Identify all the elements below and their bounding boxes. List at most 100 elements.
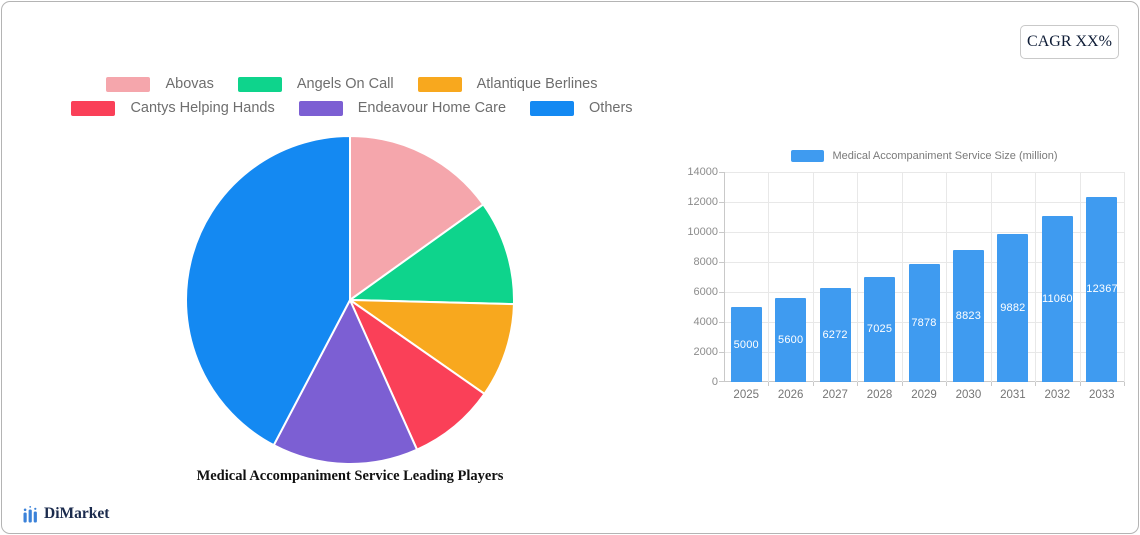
- legend-swatch-cantys-helping-hands: [71, 100, 116, 116]
- pie-slice-angels-on-call[interactable]: [349, 203, 515, 306]
- bar-2028[interactable]: 7025: [864, 276, 896, 382]
- x-tick-label-2029: 2029: [911, 389, 937, 401]
- bar-2032[interactable]: 11060: [1041, 216, 1073, 382]
- y-gridline: [724, 172, 1124, 173]
- legend-item-atlantique-berlines[interactable]: Atlantique Berlines: [417, 76, 598, 92]
- y-tick-mark: [719, 292, 724, 293]
- legend-label-atlantique-berlines: Atlantique Berlines: [476, 76, 598, 92]
- y-tick-mark: [719, 172, 724, 173]
- bar-chart-logo-icon: [23, 505, 37, 522]
- bar-value-label-2028: 7025: [866, 323, 893, 336]
- x-tick-mark: [1124, 382, 1125, 386]
- x-gridline: [1035, 172, 1037, 382]
- y-tick-mark: [719, 322, 724, 323]
- x-tick-mark: [812, 382, 814, 386]
- cagr-badge: CAGR XX%: [1020, 25, 1119, 59]
- cagr-badge-label: CAGR XX%: [1027, 33, 1112, 50]
- bar-2029[interactable]: 7878: [908, 263, 940, 382]
- y-tick-label: 14000: [687, 166, 718, 178]
- x-tick-mark: [946, 382, 948, 386]
- x-gridline: [901, 172, 903, 382]
- bar-value-label-2032: 11060: [1041, 293, 1073, 306]
- pie-legend-row: Cantys Helping Hands Endeavour Home Care O…: [71, 100, 633, 116]
- y-axis-line: [724, 172, 725, 382]
- pie-slice-endeavour-home-care[interactable]: [272, 299, 419, 465]
- legend-swatch-others: [530, 100, 575, 116]
- x-tick-mark: [1079, 382, 1081, 386]
- x-tick-mark: [768, 382, 770, 386]
- x-tick-mark: [1035, 382, 1037, 386]
- legend-swatch-angels-on-call: [237, 76, 282, 92]
- bar-2025[interactable]: 5000: [730, 307, 762, 382]
- bar-legend-swatch: [790, 150, 824, 162]
- bar-value-label-2033: 12367: [1086, 283, 1118, 296]
- x-tick-label-2026: 2026: [777, 389, 804, 401]
- x-tick-label-2027: 2027: [822, 389, 848, 401]
- x-tick-label-2028: 2028: [866, 389, 893, 401]
- y-tick-label: 0: [711, 376, 718, 388]
- legend-label-abovas: Abovas: [165, 76, 214, 92]
- x-gridline: [946, 172, 948, 382]
- x-tick-label-2031: 2031: [1000, 389, 1026, 401]
- y-tick-mark: [719, 202, 724, 203]
- bar-2026[interactable]: 5600: [775, 298, 807, 382]
- pie-slice-cantys-helping-hands[interactable]: [349, 299, 486, 451]
- brand-name: DiMarket: [44, 505, 110, 522]
- x-tick-mark: [857, 382, 859, 386]
- bar-legend-label: Medical Accompaniment Service Size (mill…: [832, 150, 1058, 162]
- bar-value-label-2027: 6272: [822, 328, 848, 341]
- bar-value-label-2030: 8823: [955, 309, 982, 322]
- y-gridline: [724, 262, 1124, 263]
- bar-2027[interactable]: 6272: [819, 287, 851, 382]
- x-gridline: [812, 172, 814, 382]
- y-tick-label: 2000: [693, 346, 718, 358]
- x-gridline: [1079, 172, 1081, 382]
- brand-logo: DiMarket: [23, 505, 109, 523]
- bar-2033[interactable]: 12367: [1086, 196, 1118, 382]
- legend-label-cantys-helping-hands: Cantys Helping Hands: [130, 100, 275, 116]
- y-tick-mark: [719, 381, 724, 382]
- pie-legend-row: Abovas Angels On Call Atlantique Berlines: [106, 76, 598, 92]
- y-gridline: [724, 202, 1124, 203]
- y-tick-label: 8000: [693, 256, 718, 268]
- x-tick-label-2032: 2032: [1044, 389, 1071, 401]
- pie-legend: Abovas Angels On Call Atlantique Berlines C…: [2, 76, 702, 116]
- x-tick-label-2030: 2030: [955, 389, 982, 401]
- bar-value-label-2031: 9882: [1000, 301, 1026, 314]
- bar-value-label-2025: 5000: [733, 338, 759, 351]
- legend-item-angels-on-call[interactable]: Angels On Call: [237, 76, 394, 92]
- pie-slice-others[interactable]: [185, 135, 351, 447]
- legend-swatch-atlantique-berlines: [417, 76, 462, 92]
- x-gridline: [990, 172, 992, 382]
- legend-item-cantys-helping-hands[interactable]: Cantys Helping Hands: [71, 100, 275, 116]
- bar-value-label-2026: 5600: [778, 334, 804, 346]
- pie-chart: [185, 135, 515, 465]
- legend-swatch-endeavour-home-care: [298, 100, 343, 116]
- x-gridline: [1124, 172, 1125, 382]
- y-gridline: [724, 232, 1124, 233]
- x-tick-label-2033: 2033: [1088, 389, 1115, 401]
- y-tick-mark: [719, 232, 724, 233]
- legend-item-others[interactable]: Others: [530, 100, 633, 116]
- x-tick-mark: [901, 382, 903, 386]
- bar-chart: 0 2000 4000 6000 8000 10000 12000 14000 5000 2025…: [687, 166, 1125, 401]
- pie-slice-abovas[interactable]: [349, 135, 485, 301]
- bar-value-label-2029: 7878: [911, 316, 937, 329]
- bar-2030[interactable]: 8823: [952, 249, 984, 382]
- bar-2031[interactable]: 9882: [997, 233, 1029, 382]
- x-gridline: [768, 172, 770, 382]
- y-tick-mark: [719, 262, 724, 263]
- x-tick-label-2025: 2025: [733, 389, 760, 401]
- bar-chart-legend[interactable]: Medical Accompaniment Service Size (mill…: [714, 150, 1134, 162]
- y-tick-label: 6000: [693, 286, 718, 298]
- legend-swatch-abovas: [106, 76, 151, 92]
- legend-item-endeavour-home-care[interactable]: Endeavour Home Care: [298, 100, 506, 116]
- x-tick-mark: [990, 382, 992, 386]
- y-tick-label: 4000: [693, 316, 718, 328]
- pie-slice-atlantique-berlines[interactable]: [349, 299, 515, 395]
- legend-item-abovas[interactable]: Abovas: [106, 76, 214, 92]
- legend-label-others: Others: [589, 100, 633, 116]
- y-tick-mark: [719, 352, 724, 353]
- x-gridline: [857, 172, 859, 382]
